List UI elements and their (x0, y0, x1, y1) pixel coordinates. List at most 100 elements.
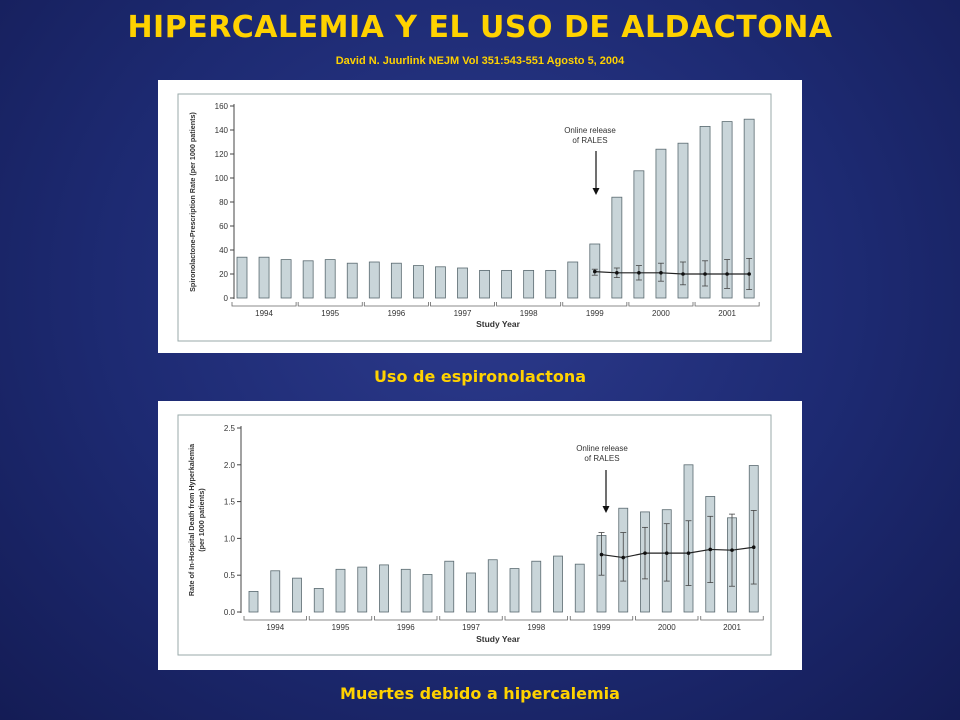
y-axis-label: Rate of In-Hospital Death from Hyperkale… (187, 443, 196, 596)
expected-point (751, 545, 756, 550)
year-label: 2000 (658, 623, 676, 632)
expected-point (708, 547, 713, 552)
bar (567, 261, 579, 299)
y-tick-label: 0.5 (224, 571, 236, 580)
y-tick-label: 2.0 (224, 461, 236, 470)
year-label: 1998 (527, 623, 545, 632)
annotation-text: of RALES (572, 136, 607, 145)
bar (258, 256, 270, 299)
chart-frame (177, 414, 772, 656)
year-bracket (694, 302, 760, 307)
bar (346, 262, 358, 299)
year-label: 2000 (652, 309, 670, 318)
chart-spironolactone-rate: 0 20 40 60 80 100 120 140 160 Spironolactone-Pres… (177, 93, 772, 342)
chart-panel-hyperkalemia: 0.0 0.5 1.0 1.5 2.0 2.5 Rate of In-Hospital De… (158, 401, 802, 670)
bar (466, 572, 476, 613)
y-tick-label: 0 (224, 294, 229, 303)
bar (302, 260, 314, 299)
year-bracket (297, 302, 363, 307)
y-tick-label: 2.5 (224, 424, 236, 433)
year-label: 1996 (397, 623, 415, 632)
bar (379, 564, 389, 613)
bar (400, 568, 411, 613)
expected-trend-line (594, 271, 750, 275)
year-bracket (430, 302, 495, 307)
expected-point (643, 551, 647, 555)
expected-point (659, 271, 663, 275)
year-label: 2001 (718, 309, 736, 318)
year-label: 1996 (387, 309, 405, 318)
year-label: 1999 (586, 309, 604, 318)
year-bracket (562, 302, 628, 307)
expected-point (615, 271, 619, 275)
x-axis-label: Study Year (476, 319, 520, 329)
year-bracket (569, 616, 634, 621)
annotation-text: of RALES (584, 454, 619, 463)
bar (509, 568, 520, 613)
y-tick-label: 1.0 (224, 534, 236, 543)
x-axis-label: Study Year (476, 634, 520, 644)
bar (531, 560, 542, 613)
annotation-text: Online release (564, 126, 616, 135)
year-label: 1995 (332, 623, 350, 632)
expected-point (593, 269, 597, 274)
year-label: 1994 (266, 623, 284, 632)
bar (368, 261, 380, 299)
year-bracket (439, 616, 503, 621)
expected-trend-line (601, 546, 754, 559)
chart-hyperkalemia-death-rate: 0.0 0.5 1.0 1.5 2.0 2.5 Rate of In-Hospital De… (177, 414, 772, 656)
annotation-arrow-head (602, 506, 610, 513)
bar (324, 259, 336, 299)
page-title: HIPERCALEMIA Y EL USO DE ALDACTONA (127, 10, 833, 45)
bar (390, 262, 402, 299)
expected-point (621, 555, 626, 560)
expected-point (730, 548, 734, 552)
y-tick-label: 60 (219, 222, 228, 231)
bar (655, 148, 667, 299)
bar (292, 577, 302, 613)
bar (422, 574, 433, 613)
bar (545, 269, 557, 299)
bar (743, 118, 755, 299)
bar (444, 560, 455, 613)
bar (633, 170, 645, 299)
y-tick-label: 40 (219, 246, 228, 255)
year-label: 1997 (462, 623, 480, 632)
bar (553, 555, 563, 613)
year-bracket (243, 616, 307, 621)
chart-caption-spironolactone: Uso de espironolactona (373, 367, 587, 386)
bar (412, 265, 424, 299)
y-axis-label: (per 1000 patients) (197, 488, 206, 552)
year-bracket (231, 302, 297, 307)
year-bracket (363, 302, 429, 307)
annotation-arrow-head (592, 188, 600, 195)
y-tick-label: 80 (219, 198, 228, 207)
year-bracket (496, 302, 562, 307)
expected-point (725, 272, 729, 276)
y-tick-label: 160 (215, 102, 229, 111)
bar (313, 588, 324, 613)
bar (721, 121, 733, 299)
year-label: 1999 (593, 623, 611, 632)
expected-point (599, 552, 604, 557)
year-label: 1997 (454, 309, 472, 318)
bar (523, 269, 535, 299)
bar (435, 266, 446, 299)
y-tick-label: 120 (215, 150, 229, 159)
bar (270, 570, 281, 613)
y-axis-label: Spironolactone-Prescription Rate (per 10… (188, 112, 197, 292)
bar (574, 563, 585, 613)
bar (487, 559, 498, 613)
year-bracket (628, 302, 694, 307)
bar (248, 590, 259, 613)
year-bracket (635, 616, 699, 621)
bar (699, 126, 711, 299)
expected-point (664, 551, 669, 555)
expected-point (747, 272, 751, 276)
expected-point (686, 551, 691, 555)
chart-panel-spironolactone: 0 20 40 60 80 100 120 140 160 Spironolactone-Pres… (158, 80, 802, 353)
chart-frame (177, 93, 772, 342)
year-label: 1994 (255, 309, 273, 318)
year-label: 1995 (321, 309, 339, 318)
year-label: 2001 (723, 623, 741, 632)
